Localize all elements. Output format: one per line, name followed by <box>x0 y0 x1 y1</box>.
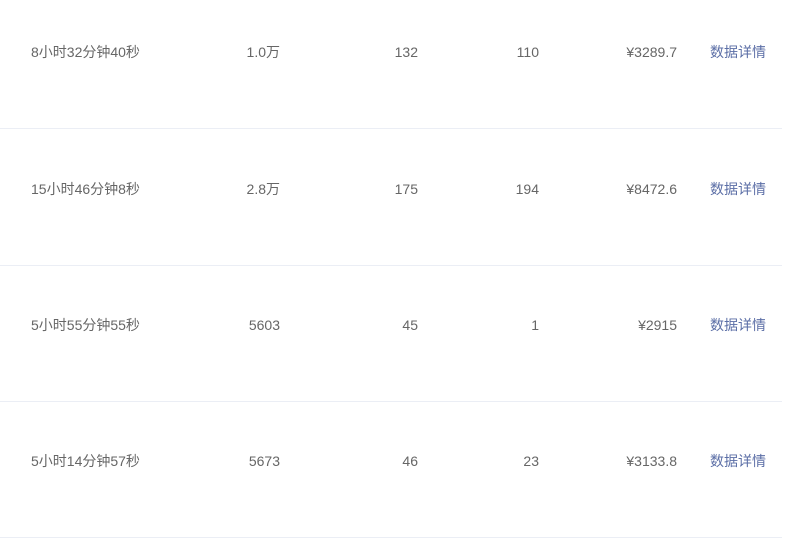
views-cell: 5603 <box>248 317 280 333</box>
data-details-link[interactable]: 数据详情 <box>710 181 766 197</box>
amount-cell: ¥3289.7 <box>626 44 677 60</box>
duration-cell: 5小时14分钟57秒 <box>31 453 140 469</box>
data-details-link[interactable]: 数据详情 <box>710 317 766 333</box>
duration-cell: 15小时46分钟8秒 <box>31 181 140 197</box>
table-row: 15小时46分钟8秒 2.8万 175 194 ¥8472.6 数据详情 <box>0 129 782 266</box>
views-cell: 2.8万 <box>246 181 280 197</box>
amount-cell: ¥3133.8 <box>626 453 677 469</box>
amount-cell: ¥2915 <box>638 317 677 333</box>
count-cell: 23 <box>523 453 539 469</box>
count-cell: 1 <box>531 317 539 333</box>
count-cell: 45 <box>402 317 418 333</box>
count-cell: 175 <box>394 181 418 197</box>
count-cell: 194 <box>515 181 539 197</box>
views-cell: 1.0万 <box>246 44 280 60</box>
count-cell: 110 <box>516 44 539 60</box>
data-details-link[interactable]: 数据详情 <box>710 453 766 469</box>
count-cell: 132 <box>394 44 418 60</box>
table-row: 5小时14分钟57秒 5673 46 23 ¥3133.8 数据详情 <box>0 401 782 538</box>
views-cell: 5673 <box>248 453 280 469</box>
table-row: 5小时55分钟55秒 5603 45 1 ¥2915 数据详情 <box>0 265 782 402</box>
count-cell: 46 <box>402 453 418 469</box>
duration-cell: 5小时55分钟55秒 <box>31 317 140 333</box>
data-details-link[interactable]: 数据详情 <box>710 44 766 60</box>
table-row: 8小时32分钟40秒 1.0万 132 110 ¥3289.7 数据详情 <box>0 0 782 129</box>
amount-cell: ¥8472.6 <box>626 181 677 197</box>
duration-cell: 8小时32分钟40秒 <box>31 44 140 60</box>
